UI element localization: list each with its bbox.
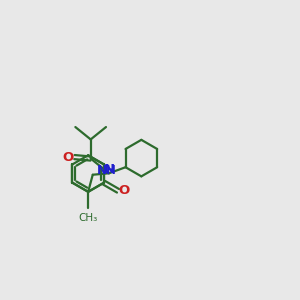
Text: O: O xyxy=(119,184,130,197)
Text: N: N xyxy=(103,163,115,176)
Text: NH: NH xyxy=(97,164,117,177)
Text: CH₃: CH₃ xyxy=(79,213,98,223)
Text: O: O xyxy=(62,151,74,164)
